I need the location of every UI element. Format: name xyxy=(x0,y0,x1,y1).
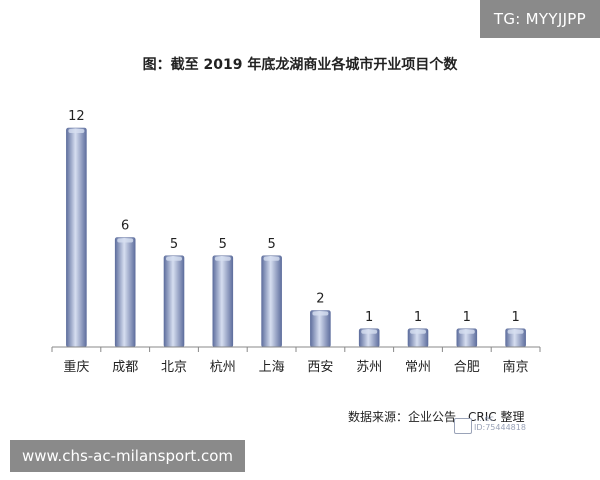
data-label-6: 1 xyxy=(365,310,373,325)
bar-highlight-5 xyxy=(312,311,329,316)
site-url-badge: www.chs-ac-milansport.com xyxy=(10,440,246,472)
x-tick-label-6: 苏州 xyxy=(356,359,382,375)
bar-highlight-9 xyxy=(507,329,524,334)
bar-3 xyxy=(212,255,234,348)
data-label-8: 1 xyxy=(463,310,471,325)
bar-highlight-8 xyxy=(458,329,475,334)
bar-1 xyxy=(114,237,136,348)
x-tick-label-7: 常州 xyxy=(405,360,431,375)
data-label-1: 6 xyxy=(121,219,129,234)
bar-highlight-3 xyxy=(214,256,231,261)
watermark-text: … ec ID:75444818 xyxy=(474,414,526,432)
x-tick-label-8: 合肥 xyxy=(454,360,480,375)
bar-4 xyxy=(261,255,282,348)
data-label-9: 1 xyxy=(511,310,519,325)
source-note: 数据来源：企业公告，CRIC 整理 xyxy=(348,410,525,424)
chart-title: 图：截至 2019 年底龙湖商业各城市开业项目个数 xyxy=(142,57,458,73)
data-label-3: 5 xyxy=(219,237,227,252)
x-tick-label-9: 南京 xyxy=(503,359,529,375)
x-tick-label-1: 成都 xyxy=(112,360,138,375)
data-label-4: 5 xyxy=(267,237,275,252)
watermark-line-1: … ec xyxy=(474,414,494,423)
bar-2 xyxy=(163,255,185,348)
watermark-icon xyxy=(454,418,472,434)
bar-0 xyxy=(66,127,87,348)
bar-highlight-6 xyxy=(361,329,378,334)
bar-highlight-4 xyxy=(263,256,280,261)
bar-highlight-1 xyxy=(117,238,134,243)
data-label-2: 5 xyxy=(170,237,178,252)
x-tick-label-0: 重庆 xyxy=(63,359,89,375)
data-label-7: 1 xyxy=(414,310,422,325)
x-tick-label-3: 杭州 xyxy=(210,360,236,375)
bar-highlight-0 xyxy=(68,129,85,133)
bar-5 xyxy=(310,310,331,348)
data-label-5: 2 xyxy=(316,292,324,307)
data-label-0: 12 xyxy=(68,109,85,124)
bar-highlight-2 xyxy=(166,256,182,261)
watermark-line-2: ID:75444818 xyxy=(474,423,526,432)
bar-highlight-7 xyxy=(410,329,426,334)
x-tick-label-4: 上海 xyxy=(259,360,285,375)
x-tick-label-2: 北京 xyxy=(161,360,187,375)
x-tick-label-5: 西安 xyxy=(307,360,333,375)
telegram-badge: TG: MYYJJPP xyxy=(479,0,600,38)
